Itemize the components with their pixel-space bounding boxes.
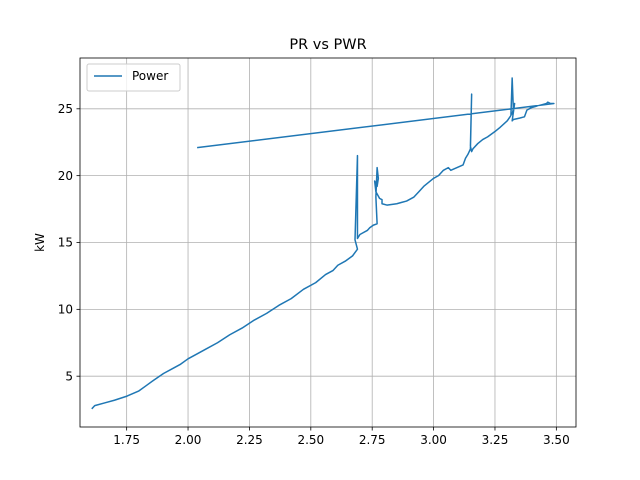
series-layer xyxy=(91,77,555,410)
y-axis-label: kW xyxy=(33,233,47,252)
legend: Power xyxy=(86,63,181,92)
chart-title: PR vs PWR xyxy=(289,37,366,53)
x-tick-label: 1.75 xyxy=(113,433,140,447)
tick-layer: 1.75 2.00 2.25 2.50 2.75 3.00 3.25 3.50 5 10 15 20 2… xyxy=(58,102,570,447)
legend-box xyxy=(86,63,181,92)
legend-label-power: Power xyxy=(132,69,168,83)
grid-layer xyxy=(80,58,576,427)
x-tick-label: 3.50 xyxy=(543,433,570,447)
x-tick-label: 2.75 xyxy=(359,433,386,447)
y-tick-label: 20 xyxy=(58,169,73,183)
x-tick-label: 2.00 xyxy=(175,433,202,447)
y-tick-label: 10 xyxy=(58,303,73,317)
x-tick-label: 2.25 xyxy=(236,433,263,447)
series-line-power xyxy=(91,77,555,410)
y-tick-label: 25 xyxy=(58,102,73,116)
x-tick-label: 2.50 xyxy=(297,433,324,447)
y-tick-label: 15 xyxy=(58,236,73,250)
x-tick-label: 3.00 xyxy=(420,433,447,447)
y-tick-label: 5 xyxy=(65,369,73,383)
x-tick-label: 3.25 xyxy=(482,433,509,447)
